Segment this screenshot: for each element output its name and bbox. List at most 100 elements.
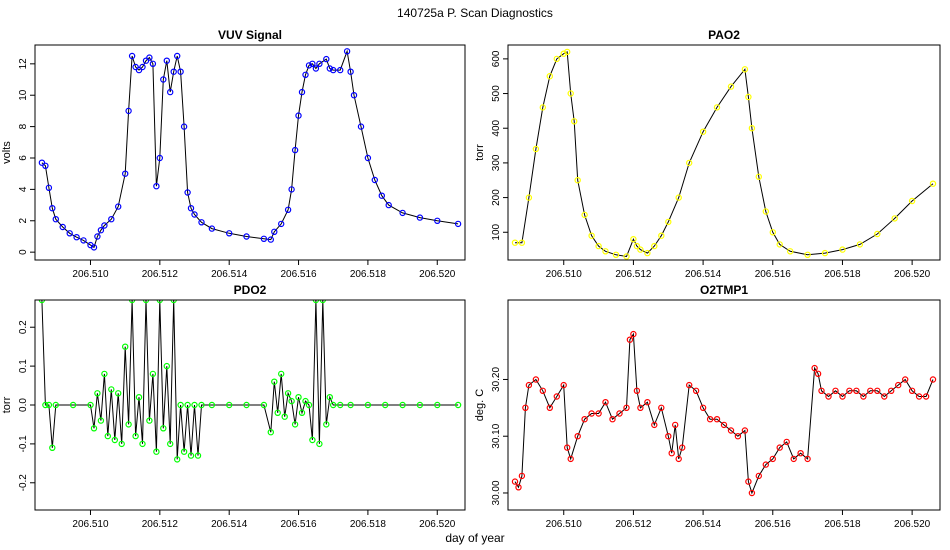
vuv-data-point	[357, 123, 365, 130]
vuv-data-point	[45, 184, 53, 191]
vuv-data-point	[149, 60, 157, 68]
pao2-data-point	[637, 246, 644, 253]
o2tmp1-data-point	[651, 421, 658, 429]
pao2-data-point	[633, 242, 641, 250]
vuv-data-point	[121, 170, 129, 177]
pdo2-data-point	[87, 401, 94, 409]
pao2-data-point	[581, 211, 588, 219]
o2tmp1-ytick-label: 30.10	[491, 423, 502, 448]
pao2-data-point	[908, 197, 916, 205]
pdo2-data-point	[243, 401, 250, 409]
pdo2-data-point	[118, 440, 125, 448]
pdo2-xtick-label: 206.514	[211, 519, 248, 530]
pao2-data-point	[769, 229, 777, 236]
pdo2-xtick-label: 206.512	[142, 519, 179, 530]
o2tmp1-data-point	[511, 478, 519, 485]
o2tmp1-data-point	[630, 330, 637, 338]
o2tmp1-data-point	[818, 387, 825, 394]
pao2-data-point	[891, 215, 898, 222]
pdo2-data-point	[180, 448, 188, 455]
pdo2-data-point	[135, 394, 143, 401]
vuv-xtick-label: 206.510	[72, 269, 109, 280]
vuv-data-point	[38, 159, 46, 166]
pdo2-ytick-label: 0.1	[18, 359, 29, 373]
pdo2-data-point	[142, 300, 150, 304]
vuv-data-point	[378, 192, 385, 199]
pao2-data-point	[602, 248, 609, 255]
pdo2-data-point	[208, 401, 216, 409]
vuv-plot-frame	[34, 44, 466, 261]
pdo2-data-point	[364, 401, 372, 409]
vuv-data-point	[330, 66, 337, 74]
o2tmp1-xtick-label: 206.512	[615, 519, 652, 530]
vuv-data-point	[454, 220, 462, 228]
pdo2-data-point	[225, 401, 233, 409]
o2tmp1-data-point	[567, 455, 574, 463]
pao2-data-point	[539, 104, 547, 111]
o2tmp1-ytick-label: 30.20	[491, 367, 502, 392]
vuv-series	[38, 48, 462, 251]
vuv-data-point	[59, 223, 66, 231]
o2tmp1-data-point	[895, 381, 902, 389]
pdo2-data-point	[163, 362, 170, 370]
pdo2-xtick-label: 206.510	[72, 519, 109, 530]
vuv-xtick-label: 206.520	[419, 269, 456, 280]
o2tmp1-data-point	[908, 387, 916, 394]
pao2-data-point	[546, 72, 554, 80]
pao2-xtick-label: 206.518	[824, 269, 861, 280]
vuv-data-point	[337, 66, 344, 74]
pdo2-data-point	[399, 401, 406, 409]
vuv-data-point	[343, 48, 351, 55]
vuv-data-point	[66, 230, 73, 237]
o2tmp1-data-point	[633, 387, 641, 394]
o2tmp1-data-point	[581, 416, 588, 423]
pao2-plot-frame	[507, 44, 941, 261]
vuv-data-point	[267, 236, 274, 243]
pdo2-xtick-label: 206.520	[419, 519, 456, 530]
o2tmp1-data-point	[832, 387, 839, 394]
pao2-data-point	[553, 55, 561, 63]
vuv-data-point	[177, 68, 184, 75]
pdo2-data-point	[347, 401, 354, 409]
o2tmp1-data-point	[929, 376, 937, 383]
pdo2-data-point	[267, 429, 274, 436]
pao2-ytick-label: 300	[491, 154, 502, 171]
vuv-data-point	[160, 76, 167, 83]
vuv-data-point	[187, 204, 195, 212]
pao2-data-point	[658, 232, 665, 239]
pdo2-data-point	[108, 386, 115, 393]
pdo2-data-point	[125, 421, 132, 428]
vuv-ytick-label: 8	[18, 123, 29, 129]
o2tmp1-data-point	[644, 399, 651, 406]
pdo2-plot-frame	[34, 299, 466, 511]
vuv-ytick-label: 2	[18, 218, 29, 224]
vuv-data-point	[73, 233, 80, 241]
pdo2-data-point	[184, 401, 191, 409]
pao2-data-point	[665, 218, 672, 226]
vuv-data-point	[132, 63, 139, 71]
pdo2-data-point	[194, 452, 202, 459]
vuv-data-point	[302, 71, 309, 79]
pao2-data-point	[748, 124, 756, 132]
o2tmp1-xtick-label: 206.520	[894, 519, 931, 530]
pao2-data-point	[567, 90, 574, 97]
vuv-data-point	[278, 220, 285, 228]
pdo2-data-point	[132, 432, 139, 440]
pdo2-data-point	[94, 390, 101, 397]
pdo2-data-point	[382, 401, 389, 409]
pao2-data-point	[511, 239, 519, 246]
pao2-data-point	[727, 83, 735, 90]
o2tmp1-data-point	[637, 404, 644, 411]
pao2-data-point	[595, 242, 602, 250]
o2tmp1-data-point	[825, 393, 832, 400]
o2tmp1-data-point	[748, 489, 756, 497]
pao2-ytick-label: 100	[491, 223, 502, 240]
pdo2-data-point	[49, 444, 56, 451]
vuv-data-point	[97, 226, 105, 234]
vuv-data-point	[323, 55, 330, 63]
vuv-data-point	[225, 230, 233, 237]
o2tmp1-data-point	[588, 410, 595, 417]
pdo2-data-point	[302, 397, 309, 405]
figure-xlabel: day of year	[445, 531, 504, 545]
o2tmp1-data-point	[679, 444, 686, 451]
